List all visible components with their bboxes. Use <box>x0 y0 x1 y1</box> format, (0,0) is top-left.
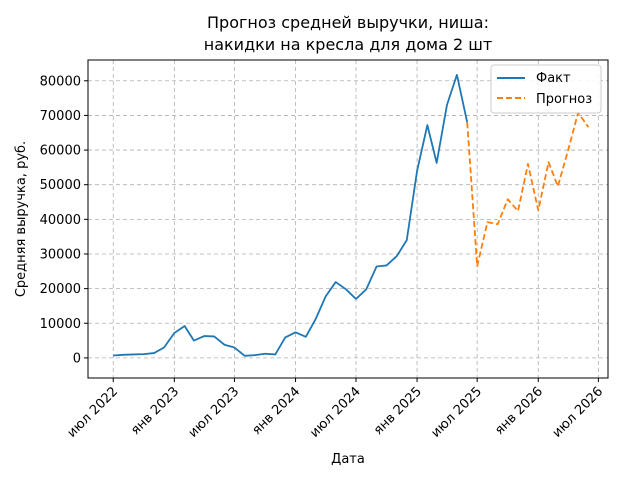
y-tick-label: 20000 <box>40 282 81 297</box>
y-tick-label: 50000 <box>40 178 81 193</box>
series-layer <box>113 74 590 357</box>
chart-title-line-1: Прогноз средней выручки, ниша: <box>207 13 489 32</box>
legend-label-forecast: Прогноз <box>536 92 592 107</box>
y-axis-label: Средняя выручка, руб. <box>14 141 29 297</box>
y-tick-label: 30000 <box>40 247 81 262</box>
y-tick-label: 10000 <box>40 317 81 332</box>
y-tick-label: 60000 <box>40 144 81 159</box>
series-line-fact <box>113 74 469 357</box>
grid-lines <box>88 60 608 378</box>
y-tick-label: 0 <box>73 351 81 366</box>
series-line-forecast <box>466 111 590 268</box>
legend-label-fact: Факт <box>536 71 571 86</box>
y-axis: 0 10000 20000 30000 40000 50000 60000 70000 8000… <box>40 74 88 366</box>
x-axis-label: Дата <box>331 452 365 467</box>
legend: Факт Прогноз <box>490 64 602 114</box>
chart-title-line-2: накидки на кресла для дома 2 шт <box>204 35 493 54</box>
y-tick-label: 40000 <box>40 213 81 228</box>
y-tick-label: 70000 <box>40 109 81 124</box>
y-tick-label: 80000 <box>40 74 81 89</box>
